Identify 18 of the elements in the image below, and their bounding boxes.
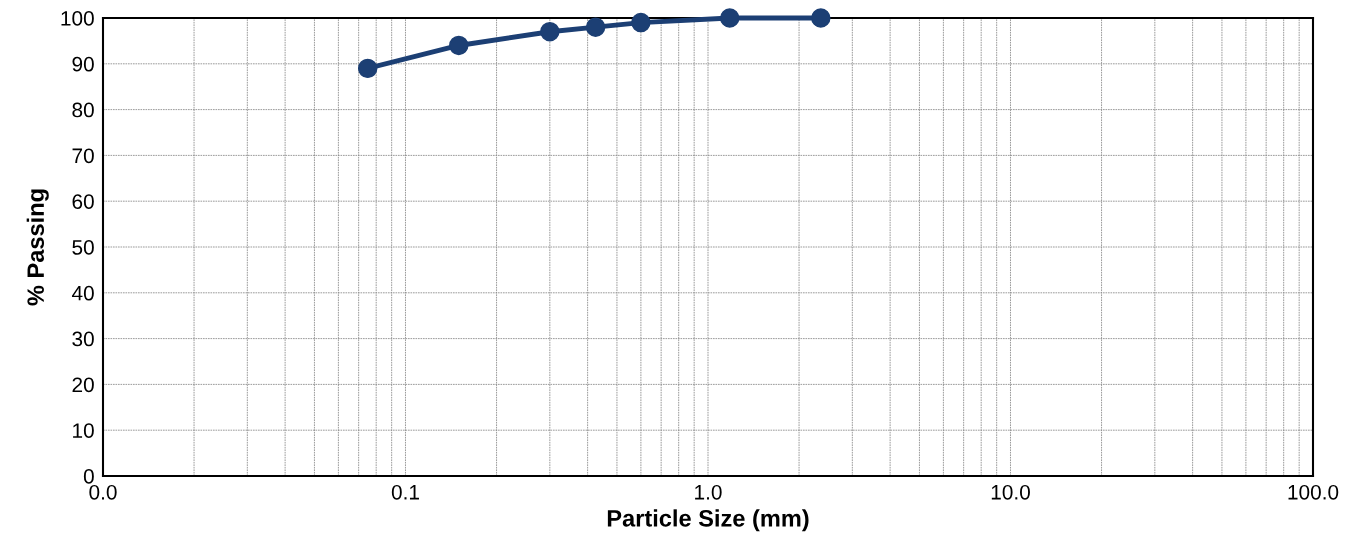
y-tick-label: 80 (72, 102, 94, 118)
y-tick-label: 90 (72, 56, 94, 72)
x-axis-title: Particle Size (mm) (607, 509, 809, 532)
x-tick-label: 0.1 (391, 484, 419, 500)
y-tick-label: 100 (61, 11, 94, 26)
y-tick-label: 70 (72, 148, 94, 164)
x-tick-label: 1.0 (695, 484, 722, 500)
y-tick-label: 40 (71, 285, 94, 301)
y-tick-label: 20 (72, 377, 94, 393)
y-tick-label: 30 (72, 331, 94, 347)
y-tick-label: 10 (73, 423, 94, 438)
x-tick-label: 100.0 (1288, 484, 1339, 500)
x-tick-label: 10.0 (991, 484, 1030, 500)
x-tick-label: 0.0 (89, 484, 117, 500)
y-tick-label: 60 (72, 194, 94, 209)
y-axis-title: % Passing (26, 189, 49, 306)
y-tick-label: 50 (72, 240, 94, 255)
y-tick-label: 0 (83, 469, 94, 484)
